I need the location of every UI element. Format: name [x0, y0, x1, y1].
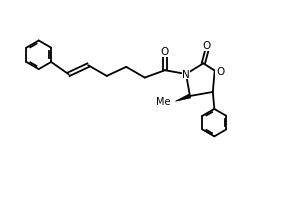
Text: O: O: [216, 66, 224, 76]
Text: O: O: [161, 47, 169, 57]
Text: Me: Me: [156, 97, 170, 107]
Text: N: N: [182, 70, 190, 80]
Polygon shape: [175, 95, 191, 102]
Text: O: O: [203, 41, 211, 51]
